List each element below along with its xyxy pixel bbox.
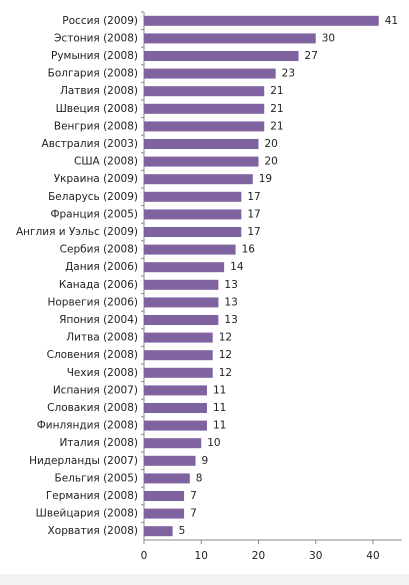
bar [144, 15, 379, 26]
bar [144, 209, 242, 220]
bar [144, 121, 265, 132]
y-tick-label: Чехия (2008) [67, 367, 138, 379]
bar [144, 279, 219, 290]
value-label: 21 [270, 85, 283, 97]
y-tick-label: Румыния (2008) [51, 50, 138, 62]
bar [144, 191, 242, 202]
bar [144, 103, 265, 114]
y-tick-label: Англия и Уэльс (2009) [16, 226, 138, 238]
bar [144, 86, 265, 97]
value-label: 13 [224, 314, 237, 326]
value-label: 30 [322, 32, 335, 44]
bar [144, 227, 242, 237]
y-tick-label: Швейцария (2008) [36, 508, 138, 520]
bar [144, 244, 236, 255]
y-tick-label: Литва (2008) [66, 332, 138, 344]
value-label: 17 [247, 191, 260, 203]
bar [144, 350, 213, 361]
y-tick-label: США (2008) [74, 156, 138, 168]
value-label: 12 [219, 332, 232, 344]
y-tick-label: Норвегия (2006) [47, 296, 138, 308]
y-tick-label: Венгрия (2008) [54, 120, 138, 132]
y-tick-label: Финляндия (2008) [37, 420, 138, 432]
y-tick-label: Италия (2008) [59, 437, 138, 449]
value-label: 16 [242, 244, 256, 256]
value-label: 13 [224, 296, 237, 308]
bar [144, 455, 196, 466]
bar [144, 473, 190, 484]
value-label: 20 [264, 138, 277, 150]
value-label: 14 [230, 261, 244, 273]
y-tick-label: Франция (2005) [50, 208, 138, 220]
value-label: 9 [202, 455, 209, 467]
value-label: 8 [196, 472, 203, 484]
y-tick-label: Латвия (2008) [60, 85, 138, 97]
value-label: 7 [190, 508, 197, 520]
bar [144, 174, 253, 185]
bar [144, 262, 225, 273]
value-label: 10 [207, 437, 220, 449]
bar [144, 139, 259, 149]
value-label: 11 [213, 420, 226, 432]
bar [144, 385, 207, 396]
value-label: 7 [190, 490, 197, 502]
x-tick-label: 10 [195, 550, 208, 562]
bar [144, 420, 207, 431]
bar [144, 438, 202, 449]
y-tick-label: Швеция (2008) [56, 103, 138, 115]
y-tick-label: Дания (2006) [65, 261, 138, 273]
y-tick-label: Словения (2008) [47, 349, 138, 361]
value-label: 11 [213, 402, 226, 414]
y-tick-label: Япония (2004) [59, 314, 138, 326]
y-tick-label: Испания (2007) [53, 384, 138, 396]
value-label: 19 [259, 173, 272, 185]
y-tick-label: Эстония (2008) [54, 32, 138, 44]
x-tick-label: 30 [309, 550, 322, 562]
bar [144, 332, 213, 343]
value-label: 27 [305, 50, 318, 62]
footer-strip [0, 574, 409, 585]
bar [144, 315, 219, 325]
y-tick-label: Беларусь (2009) [48, 191, 138, 203]
y-tick-label: Словакия (2008) [47, 402, 138, 414]
bar [144, 156, 259, 167]
value-label: 20 [264, 156, 277, 168]
value-label: 5 [179, 525, 186, 537]
bar [144, 51, 299, 61]
value-label: 11 [213, 384, 226, 396]
value-label: 12 [219, 367, 232, 379]
y-tick-label: Хорватия (2008) [48, 525, 138, 537]
bar [144, 508, 185, 519]
bar [144, 403, 207, 413]
y-tick-label: Бельгия (2005) [55, 472, 138, 484]
x-tick-label: 0 [141, 550, 148, 562]
y-tick-label: Австралия (2003) [42, 138, 138, 150]
value-label: 17 [247, 226, 260, 238]
value-label: 21 [270, 120, 283, 132]
y-tick-label: Сербия (2008) [60, 244, 138, 256]
value-label: 13 [224, 279, 237, 291]
y-tick-label: Болгария (2008) [48, 68, 138, 80]
value-label: 23 [282, 68, 295, 80]
value-label: 41 [385, 15, 398, 27]
value-label: 21 [270, 103, 283, 115]
bar [144, 491, 185, 501]
bar [144, 526, 173, 537]
bar [144, 68, 276, 79]
x-tick-label: 20 [252, 550, 265, 562]
y-tick-label: Канада (2006) [59, 279, 138, 291]
bar [144, 367, 213, 378]
value-label: 17 [247, 208, 260, 220]
x-tick-label: 40 [366, 550, 379, 562]
value-label: 12 [219, 349, 232, 361]
bar [144, 33, 316, 44]
bar [144, 297, 219, 308]
y-tick-label: Россия (2009) [62, 15, 138, 27]
y-tick-label: Нидерланды (2007) [29, 455, 138, 467]
y-tick-label: Украина (2009) [54, 173, 138, 185]
y-tick-label: Германия (2008) [46, 490, 138, 502]
